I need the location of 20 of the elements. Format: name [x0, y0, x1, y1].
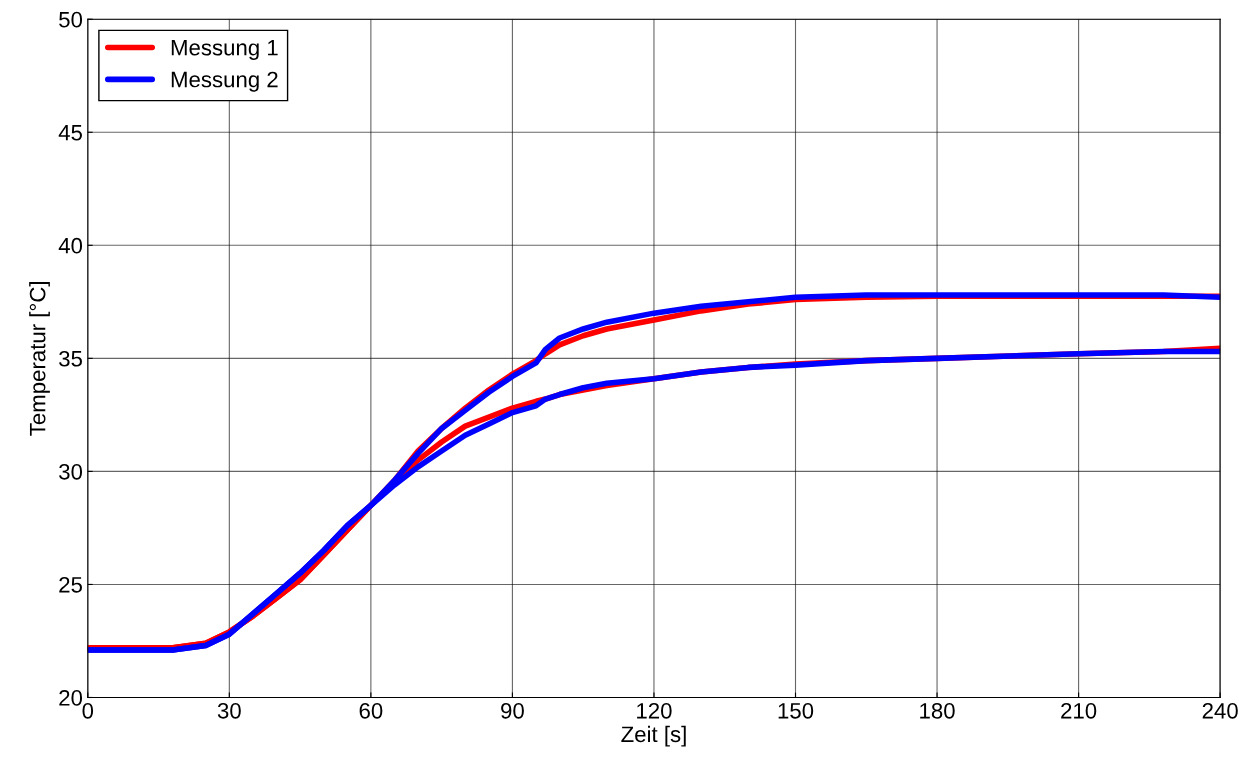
legend-label: Messung 2 — [171, 71, 278, 92]
x-tick-label: 0 — [82, 702, 94, 719]
y-tick-label: 40 — [58, 237, 83, 254]
x-tick-label: 120 — [637, 702, 672, 719]
x-tick-label: 90 — [501, 702, 524, 719]
x-axis-title: Zeit [s] — [621, 725, 686, 747]
legend-label: Messung 1 — [171, 40, 278, 60]
x-tick-label: 30 — [217, 702, 241, 719]
y-tick-label: 20 — [59, 690, 83, 706]
y-tick-label: 25 — [59, 576, 82, 593]
x-tick-label: 240 — [1202, 702, 1238, 719]
x-tick-label: 180 — [920, 702, 955, 719]
x-tick-label: 150 — [778, 702, 814, 719]
y-tick-label: 45 — [58, 125, 82, 141]
x-tick-label: 60 — [359, 702, 383, 719]
y-tick-label: 35 — [59, 350, 82, 367]
y-tick-label: 50 — [59, 11, 83, 28]
y-tick-label: 30 — [59, 463, 83, 480]
y-axis-title: Temperatur [°C] — [29, 282, 50, 436]
x-tick-label: 210 — [1061, 702, 1097, 719]
